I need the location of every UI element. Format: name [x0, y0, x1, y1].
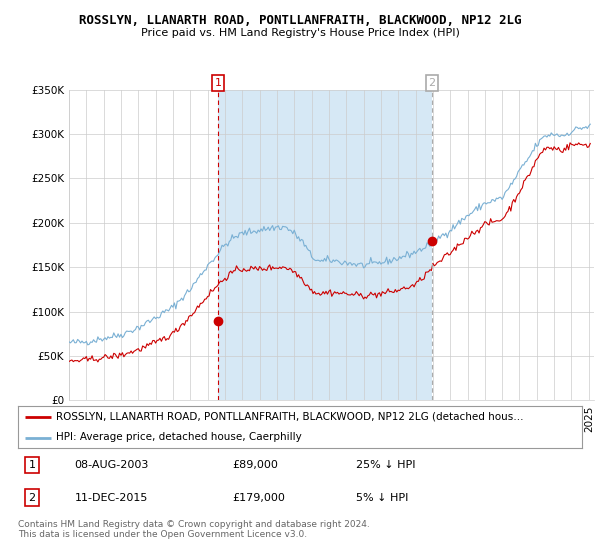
Text: £89,000: £89,000 — [232, 460, 278, 470]
Text: 08-AUG-2003: 08-AUG-2003 — [74, 460, 149, 470]
Bar — [218, 90, 432, 400]
Text: 25% ↓ HPI: 25% ↓ HPI — [356, 460, 416, 470]
Text: 1: 1 — [29, 460, 35, 470]
Text: 2: 2 — [29, 493, 35, 503]
Text: 2: 2 — [428, 78, 436, 88]
Text: ROSSLYN, LLANARTH ROAD, PONTLLANFRAITH, BLACKWOOD, NP12 2LG: ROSSLYN, LLANARTH ROAD, PONTLLANFRAITH, … — [79, 14, 521, 27]
Text: Price paid vs. HM Land Registry's House Price Index (HPI): Price paid vs. HM Land Registry's House … — [140, 28, 460, 38]
Text: ROSSLYN, LLANARTH ROAD, PONTLLANFRAITH, BLACKWOOD, NP12 2LG (detached hous…: ROSSLYN, LLANARTH ROAD, PONTLLANFRAITH, … — [56, 412, 524, 422]
Text: HPI: Average price, detached house, Caerphilly: HPI: Average price, detached house, Caer… — [56, 432, 302, 442]
Text: Contains HM Land Registry data © Crown copyright and database right 2024.
This d: Contains HM Land Registry data © Crown c… — [18, 520, 370, 539]
Text: 1: 1 — [215, 78, 221, 88]
Text: 5% ↓ HPI: 5% ↓ HPI — [356, 493, 409, 503]
Text: £179,000: £179,000 — [232, 493, 285, 503]
Text: 11-DEC-2015: 11-DEC-2015 — [74, 493, 148, 503]
